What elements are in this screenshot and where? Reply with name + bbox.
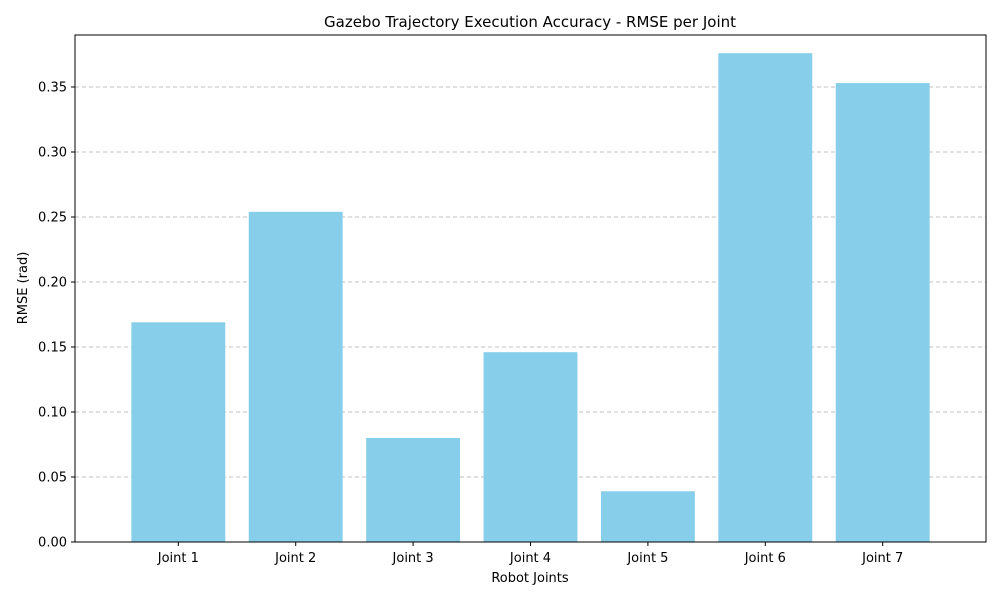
y-tick-label: 0.25 — [38, 211, 67, 226]
y-axis-label: RMSE (rad) — [16, 252, 31, 325]
bar-joint-4 — [483, 352, 578, 542]
x-tick-label: Joint 7 — [861, 551, 903, 566]
x-axis-label: Robot Joints — [491, 571, 569, 586]
x-tick-label: Joint 4 — [509, 551, 551, 566]
x-tick-label: Joint 3 — [392, 551, 434, 566]
y-axis-ticks: 0.00 0.05 0.10 0.15 0.20 0.25 0.30 0.35 — [38, 81, 75, 551]
y-tick-label: 0.05 — [38, 471, 67, 486]
x-tick-label: Joint 2 — [274, 551, 316, 566]
y-tick-label: 0.15 — [38, 341, 67, 356]
chart-title: Gazebo Trajectory Execution Accuracy - R… — [324, 13, 736, 31]
bar-joint-7 — [835, 83, 930, 542]
x-tick-label: Joint 1 — [157, 551, 199, 566]
y-tick-label: 0.35 — [38, 81, 67, 96]
y-tick-label: 0.10 — [38, 406, 67, 421]
bar-joint-1 — [131, 322, 226, 542]
bar-joint-2 — [248, 211, 343, 543]
x-axis-ticks: Joint 1 Joint 2 Joint 3 Joint 4 Joint 5 Joint… — [157, 542, 903, 566]
y-tick-label: 0.20 — [38, 276, 67, 291]
x-tick-label: Joint 6 — [744, 551, 786, 566]
y-tick-label: 0.30 — [38, 146, 67, 161]
bar-joint-5 — [600, 491, 695, 542]
bar-joint-3 — [366, 438, 461, 542]
bars-layer — [131, 53, 930, 543]
bar-joint-6 — [718, 53, 813, 542]
x-tick-label: Joint 5 — [626, 551, 668, 566]
y-tick-label: 0.00 — [38, 536, 67, 551]
